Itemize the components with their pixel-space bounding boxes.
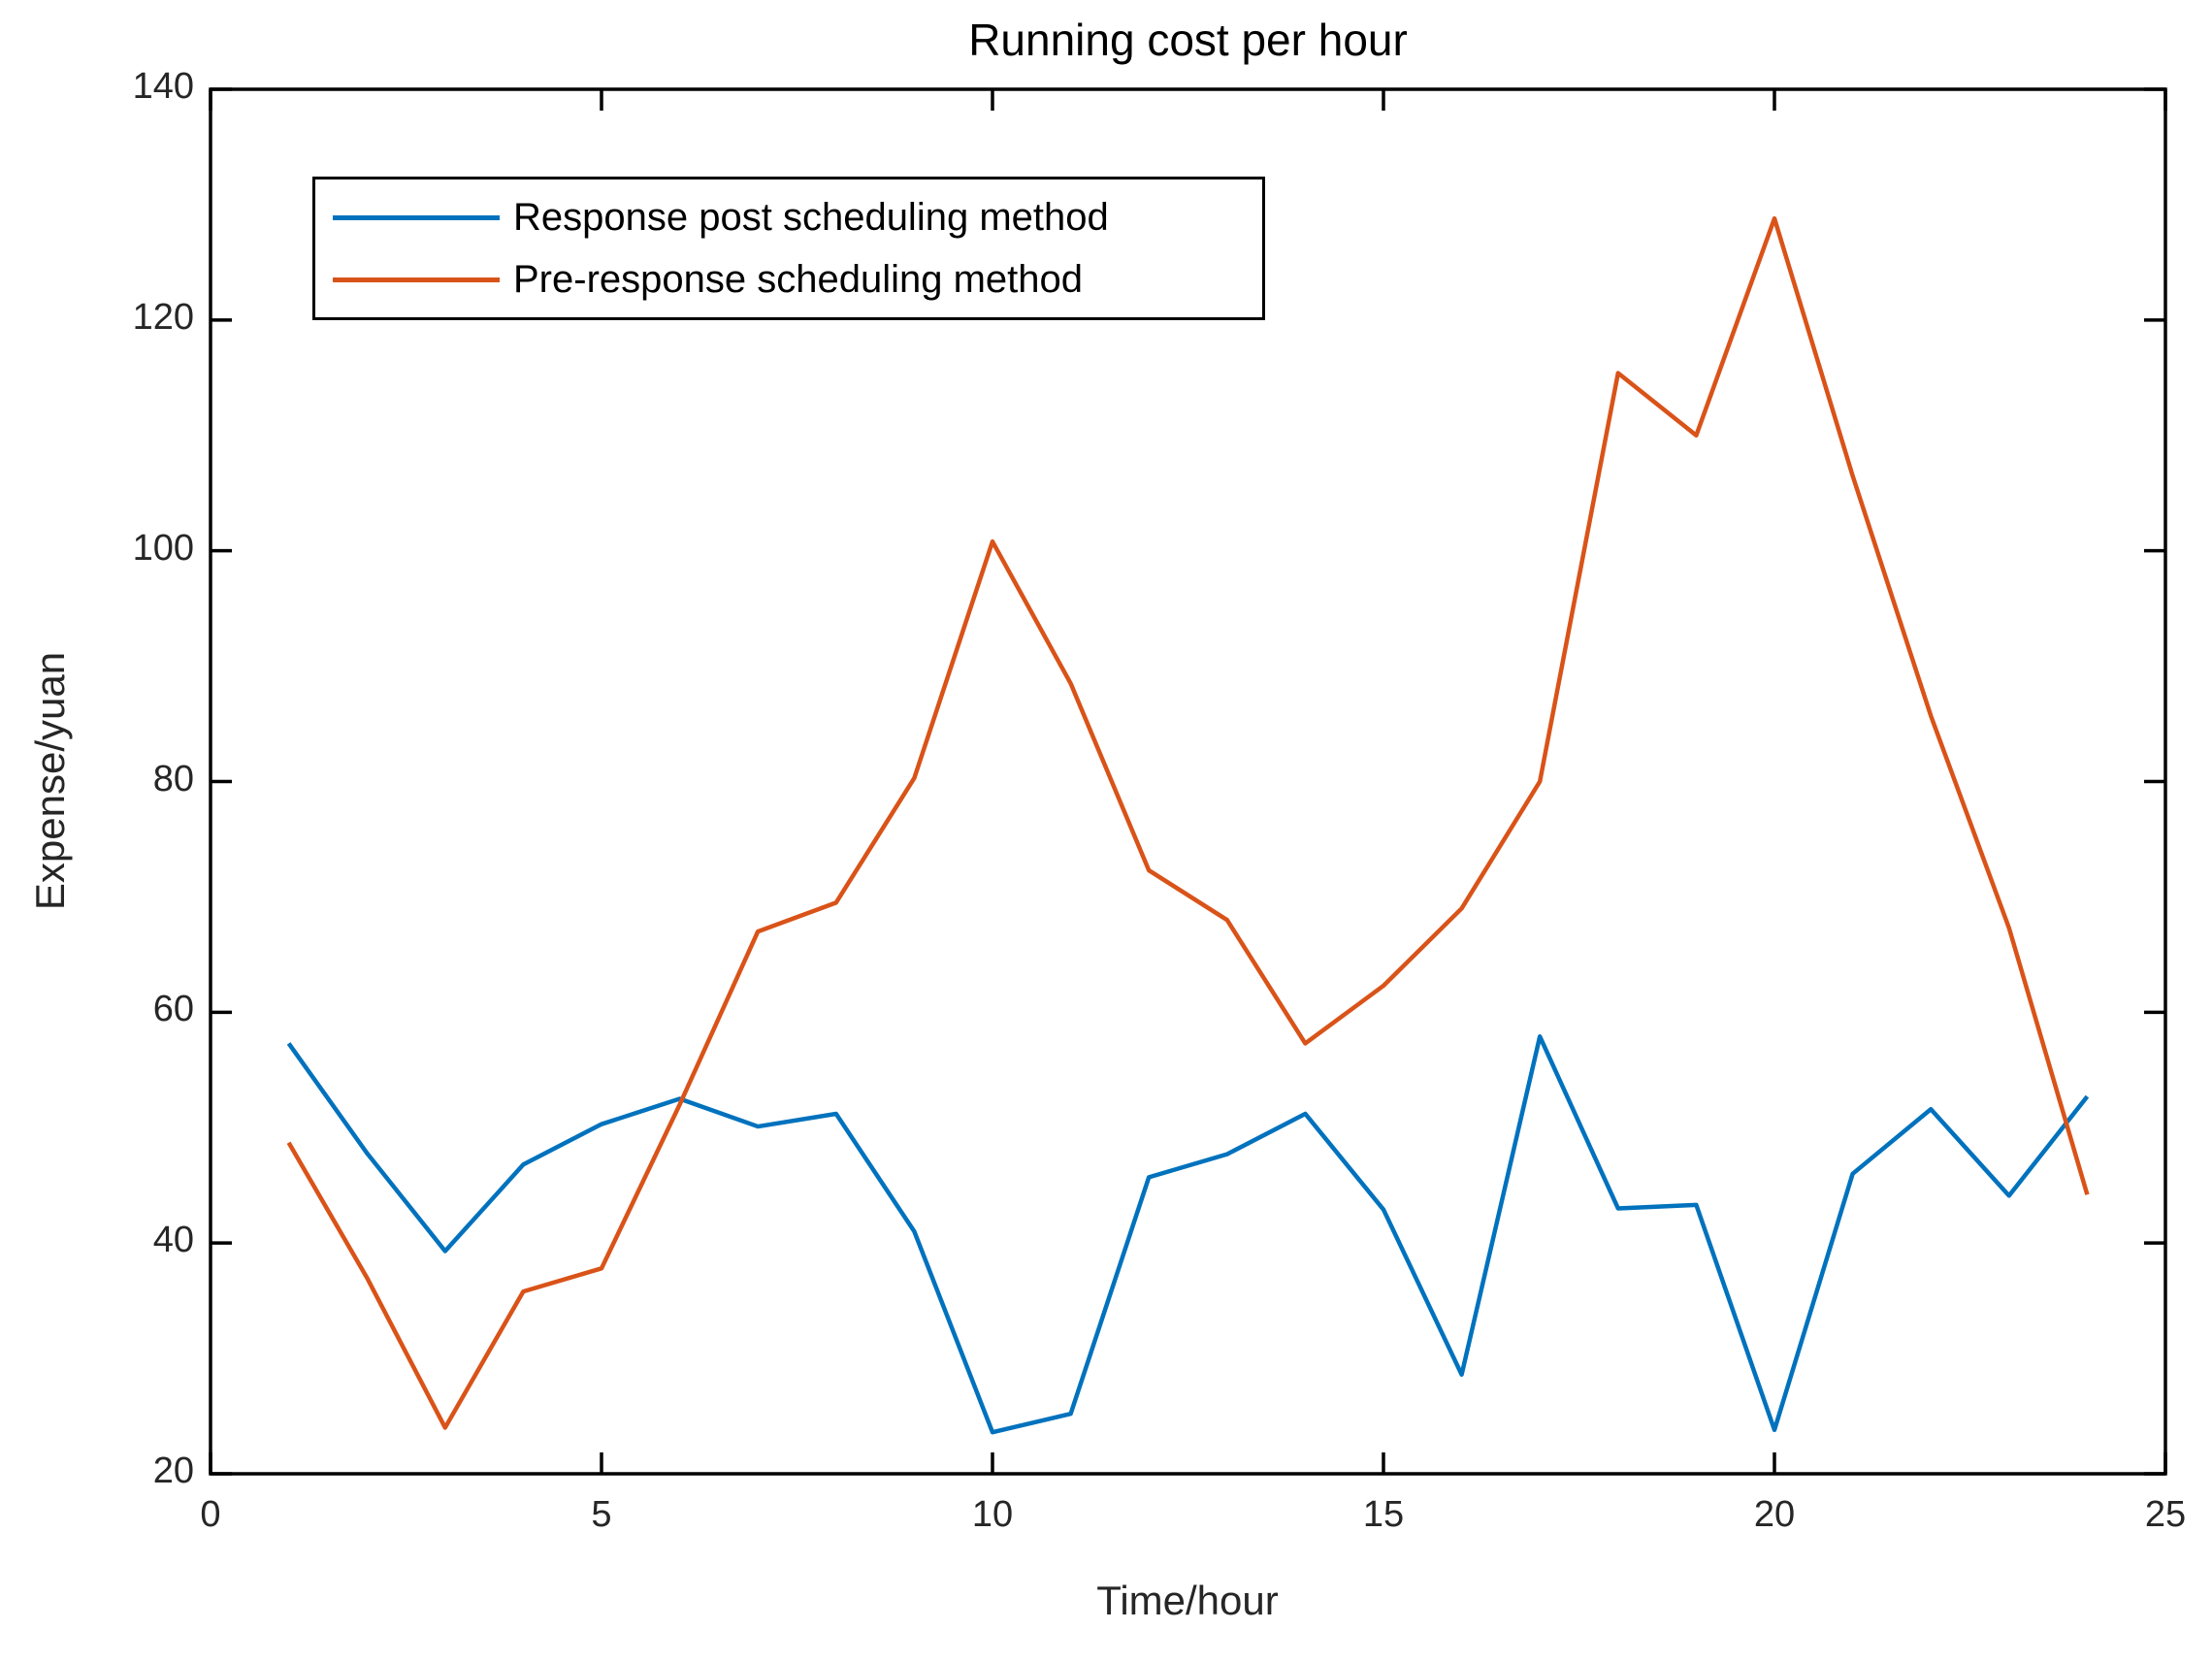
legend-line-sample-blue bbox=[333, 214, 500, 220]
x-tick-label: 25 bbox=[2144, 1494, 2187, 1535]
series-line-0 bbox=[286, 1034, 2090, 1435]
chart-title: Running cost per hour bbox=[968, 15, 1408, 65]
legend-entry-response-post: Response post scheduling method bbox=[315, 195, 1262, 240]
y-tick-label: 60 bbox=[152, 989, 194, 1030]
x-tick-label: 20 bbox=[1753, 1494, 1796, 1535]
x-tick-label: 5 bbox=[591, 1494, 612, 1535]
y-tick-label: 140 bbox=[132, 66, 194, 107]
y-tick-label: 100 bbox=[132, 527, 194, 569]
x-tick-label: 15 bbox=[1362, 1494, 1405, 1535]
x-axis-label: Time/hour bbox=[1096, 1578, 1279, 1623]
legend-label: Response post scheduling method bbox=[513, 195, 1109, 239]
y-tick-label: 120 bbox=[132, 296, 194, 338]
legend-label: Pre-response scheduling method bbox=[513, 257, 1084, 301]
legend-box: Response post scheduling method Pre-resp… bbox=[312, 177, 1265, 320]
legend-line-sample-orange bbox=[333, 277, 500, 282]
x-tick-label: 0 bbox=[200, 1494, 221, 1535]
y-tick-label: 40 bbox=[152, 1220, 194, 1261]
x-tick-label: 10 bbox=[971, 1494, 1014, 1535]
y-tick-label: 80 bbox=[152, 758, 194, 799]
y-tick-label: 20 bbox=[152, 1450, 194, 1491]
series-line-1 bbox=[286, 215, 2090, 1430]
legend-entry-pre-response: Pre-response scheduling method bbox=[315, 257, 1262, 302]
